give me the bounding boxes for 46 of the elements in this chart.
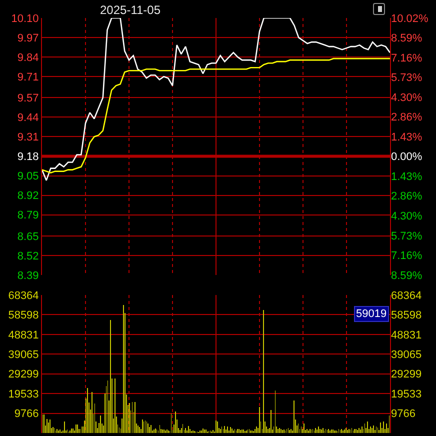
y-tick-label: 8.79 (17, 210, 39, 222)
y2-tick-label: 5.73% (391, 72, 422, 84)
y-tick-label: 8.92 (17, 190, 39, 202)
chart-title: 2025-11-05 (100, 3, 161, 17)
y-tick-label: 9766 (14, 408, 39, 420)
y2-tick-label: 7.16% (391, 250, 422, 262)
y-tick-label: 68364 (8, 290, 39, 302)
y-tick-label: 39065 (8, 348, 39, 361)
y-tick-label: 9.84 (17, 52, 39, 64)
y2-tick-label: 8.59% (391, 270, 422, 282)
y2-tick-label: 10.02% (391, 12, 429, 25)
y-tick-label: 29299 (8, 368, 39, 381)
y-tick-label: 48831 (8, 329, 39, 342)
annotation: 59019 (356, 308, 387, 320)
y-tick-label: 9.97 (17, 32, 39, 44)
y2-tick-label: 48831 (391, 329, 422, 342)
y2-tick-label: 1.43% (391, 131, 422, 144)
y2-tick-label: 0.00% (391, 151, 422, 164)
y2-tick-label: 4.30% (391, 210, 422, 223)
y-tick-label: 9.18 (17, 151, 39, 164)
y-tick-label: 58598 (8, 310, 39, 322)
y2-tick-label: 8.59% (391, 32, 422, 45)
y-tick-label: 9.31 (17, 132, 39, 144)
y2-tick-label: 58598 (391, 310, 422, 322)
y2-tick-label: 19533 (391, 388, 422, 400)
line-series (42, 58, 390, 174)
y-tick-label: 8.39 (17, 270, 39, 282)
y2-tick-label: 5.73% (391, 230, 422, 242)
y2-tick-label: 1.43% (391, 170, 422, 183)
y2-tick-label: 4.30% (391, 92, 422, 104)
y2-tick-label: 7.16% (391, 52, 422, 64)
y2-tick-label: 39065 (391, 348, 422, 361)
y-tick-label: 19533 (8, 388, 39, 400)
y2-tick-label: 9766 (391, 408, 416, 420)
y2-tick-label: 2.86% (391, 190, 422, 203)
y-tick-label: 9.44 (17, 112, 39, 124)
y-tick-label: 10.10 (11, 12, 39, 25)
y-tick-label: 9.05 (17, 170, 39, 183)
y-tick-label: 8.65 (17, 230, 39, 243)
y-tick-label: 8.52 (17, 250, 39, 262)
y-tick-label: 9.57 (17, 92, 39, 104)
line-series (42, 18, 390, 181)
y2-tick-label: 2.86% (391, 112, 422, 124)
y2-tick-label: 29299 (391, 368, 422, 381)
y2-tick-label: 68364 (391, 290, 422, 302)
y-tick-label: 9.71 (17, 71, 39, 84)
